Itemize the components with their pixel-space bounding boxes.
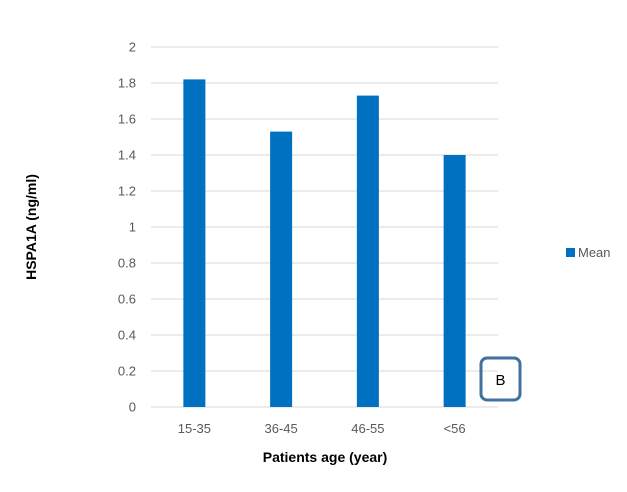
y-tick-label: 2 [129, 40, 136, 55]
y-tick-label: 1.6 [118, 112, 136, 127]
y-axis-ticks: 0 0.2 0.4 0.6 0.8 1 1.2 1.4 1.6 1.8 2 [118, 40, 136, 415]
y-axis-title: HSPA1A (ng/ml) [23, 174, 39, 280]
y-tick-label: 1 [129, 220, 136, 235]
bar-1 [183, 79, 206, 408]
y-tick-label: 1.4 [118, 148, 136, 163]
x-tick-label: <56 [444, 421, 466, 436]
bar-4 [443, 155, 466, 407]
panel-label-frame [479, 356, 522, 402]
legend-swatch-mean [566, 248, 575, 257]
bar-2 [270, 131, 293, 407]
x-tick-label: 46-55 [351, 421, 384, 436]
panel-label: B [495, 372, 505, 389]
x-tick-label: 36-45 [265, 421, 298, 436]
bars [183, 79, 466, 408]
legend: Mean [566, 245, 611, 260]
x-axis-ticks: 15-35 36-45 46-55 <56 [178, 421, 466, 436]
bar-3 [356, 95, 379, 407]
y-tick-label: 0 [129, 400, 136, 415]
panel-label-box: B [479, 356, 522, 402]
x-axis-title: Patients age (year) [263, 449, 388, 465]
y-tick-label: 0.6 [118, 292, 136, 307]
y-tick-label: 0.4 [118, 328, 136, 343]
y-tick-label: 1.2 [118, 184, 136, 199]
legend-label-mean: Mean [578, 245, 611, 260]
gridlines [151, 46, 498, 408]
y-tick-label: 0.2 [118, 364, 136, 379]
y-tick-label: 1.8 [118, 76, 136, 91]
y-tick-label: 0.8 [118, 256, 136, 271]
x-tick-label: 15-35 [178, 421, 211, 436]
